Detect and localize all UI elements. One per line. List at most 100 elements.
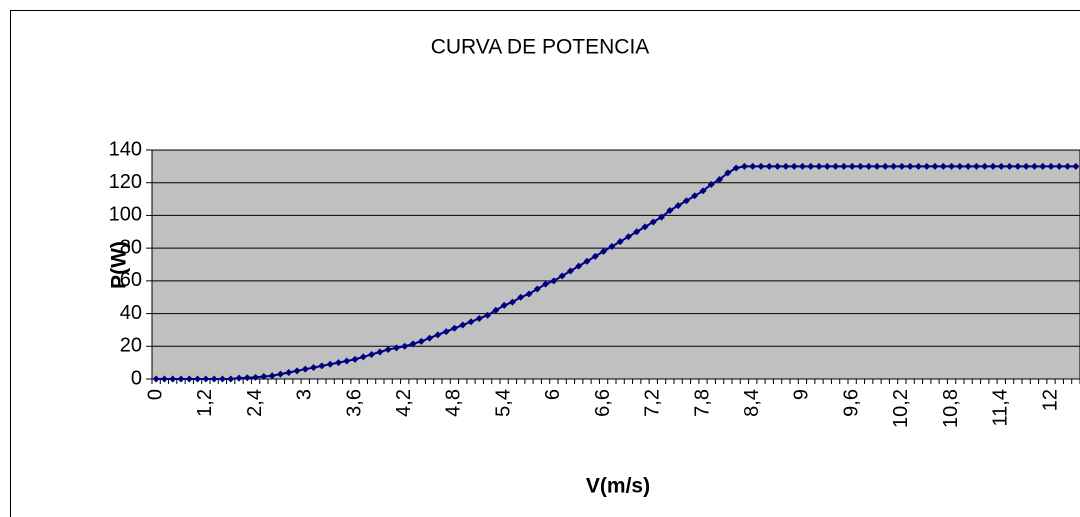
data-point — [716, 175, 724, 183]
data-point — [558, 272, 566, 280]
y-tick-label: 0 — [131, 367, 142, 389]
data-point — [359, 353, 367, 361]
data-point — [417, 337, 425, 345]
data-point — [641, 223, 649, 231]
data-point — [740, 162, 748, 170]
data-point — [732, 164, 740, 172]
data-point — [848, 162, 856, 170]
data-point — [823, 162, 831, 170]
y-tick-label: 20 — [120, 335, 142, 357]
data-point — [533, 285, 541, 293]
data-point — [840, 162, 848, 170]
data-point — [426, 334, 434, 342]
data-point — [218, 375, 226, 383]
data-point — [550, 277, 558, 285]
data-point — [972, 162, 980, 170]
data-point — [177, 375, 185, 383]
data-point — [243, 374, 251, 382]
data-point — [948, 162, 956, 170]
data-point — [1055, 162, 1063, 170]
data-point — [392, 344, 400, 352]
x-tick-label: 9 — [791, 389, 813, 400]
data-point — [459, 321, 467, 329]
x-tick-label: 1,2 — [194, 389, 216, 417]
data-point — [1030, 162, 1038, 170]
chart-title: CURVA DE POTENCIA — [431, 36, 650, 59]
data-point — [931, 162, 939, 170]
data-point — [1064, 162, 1072, 170]
data-point — [310, 364, 318, 372]
data-point — [591, 252, 599, 260]
x-tick-label: 7,8 — [691, 389, 713, 417]
data-point — [600, 247, 608, 255]
data-point — [724, 169, 732, 177]
y-tick-label: 60 — [120, 269, 142, 291]
x-axis-label: V(m/s) — [586, 475, 650, 498]
data-point — [434, 331, 442, 339]
data-point — [442, 328, 450, 336]
x-tick-label: 12 — [1039, 389, 1061, 411]
data-point — [227, 375, 235, 383]
data-point — [782, 162, 790, 170]
data-point — [467, 318, 475, 326]
data-point — [194, 375, 202, 383]
data-point — [997, 162, 1005, 170]
x-tick-label: 3 — [294, 389, 316, 400]
data-point — [674, 202, 682, 210]
data-point — [351, 355, 359, 363]
data-point — [492, 306, 500, 314]
data-point — [649, 218, 657, 226]
y-tick-label: 140 — [109, 138, 142, 160]
data-point — [989, 162, 997, 170]
data-point — [326, 360, 334, 368]
data-point — [956, 162, 964, 170]
x-tick-label: 9,6 — [840, 389, 862, 417]
data-point — [484, 311, 492, 319]
data-point — [583, 257, 591, 265]
data-point — [235, 374, 243, 382]
data-point — [923, 162, 931, 170]
data-point — [774, 162, 782, 170]
data-point — [525, 290, 533, 298]
data-point — [152, 375, 160, 383]
data-point — [202, 375, 210, 383]
data-point — [807, 162, 815, 170]
data-point — [301, 365, 309, 373]
data-point — [268, 372, 276, 380]
data-point — [964, 162, 972, 170]
data-point — [914, 162, 922, 170]
data-point — [169, 375, 177, 383]
data-point — [500, 301, 508, 309]
x-tick-label: 10,8 — [940, 389, 962, 428]
y-tick-label: 120 — [109, 171, 142, 193]
data-point — [475, 314, 483, 322]
x-tick-label: 2,4 — [244, 389, 266, 417]
data-point — [276, 370, 284, 378]
data-point — [517, 293, 525, 301]
x-tick-label: 7,2 — [642, 389, 664, 417]
x-tick-label: 3,6 — [343, 389, 365, 417]
x-tick-label: 6,6 — [592, 389, 614, 417]
data-point — [757, 162, 765, 170]
x-tick-label: 0 — [144, 389, 166, 400]
data-point — [210, 375, 218, 383]
data-point — [252, 373, 260, 381]
data-point — [1014, 162, 1022, 170]
data-point — [658, 213, 666, 221]
data-point — [450, 324, 458, 332]
data-point — [906, 162, 914, 170]
data-point — [368, 350, 376, 358]
data-point — [608, 243, 616, 251]
data-point — [939, 162, 947, 170]
data-point — [790, 162, 798, 170]
data-point — [981, 162, 989, 170]
data-point — [832, 162, 840, 170]
x-tick-label: 5,4 — [492, 389, 514, 417]
series-line — [156, 165, 1076, 380]
data-point — [1006, 162, 1014, 170]
y-tick-label: 100 — [109, 204, 142, 226]
data-point — [160, 375, 168, 383]
data-point — [508, 298, 516, 306]
data-point — [318, 362, 326, 370]
